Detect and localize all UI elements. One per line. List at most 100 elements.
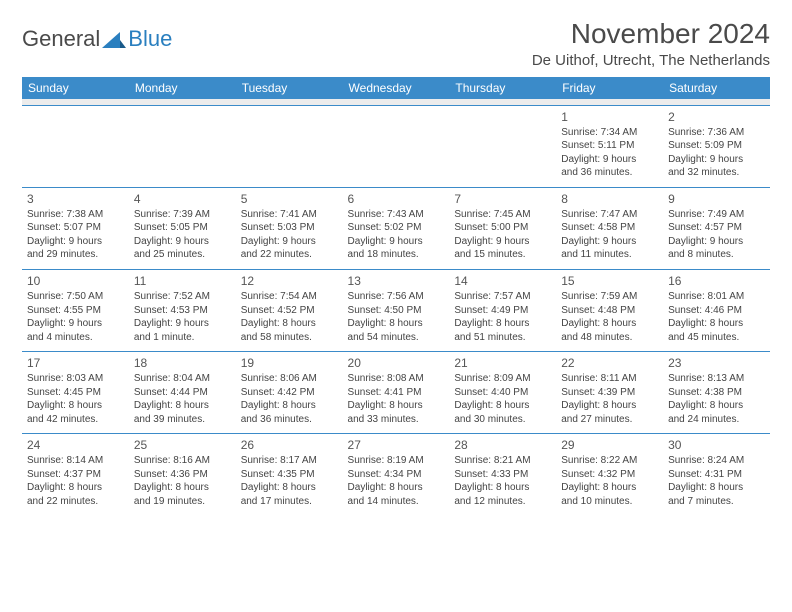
sunset-text: Sunset: 4:49 PM xyxy=(454,304,551,318)
day-cell: 8Sunrise: 7:47 AMSunset: 4:58 PMDaylight… xyxy=(556,187,663,269)
daylight-text: Daylight: 8 hours xyxy=(561,317,658,331)
daylight-text: Daylight: 8 hours xyxy=(27,399,124,413)
day-cell: 29Sunrise: 8:22 AMSunset: 4:32 PMDayligh… xyxy=(556,434,663,516)
day-cell: 10Sunrise: 7:50 AMSunset: 4:55 PMDayligh… xyxy=(22,269,129,351)
daylight-text: and 22 minutes. xyxy=(27,495,124,509)
sunrise-text: Sunrise: 8:06 AM xyxy=(241,372,338,386)
day-number: 20 xyxy=(348,355,445,371)
daylight-text: and 51 minutes. xyxy=(454,331,551,345)
sunset-text: Sunset: 4:42 PM xyxy=(241,386,338,400)
sunrise-text: Sunrise: 8:04 AM xyxy=(134,372,231,386)
day-number: 5 xyxy=(241,191,338,207)
sunset-text: Sunset: 4:33 PM xyxy=(454,468,551,482)
sunrise-text: Sunrise: 8:14 AM xyxy=(27,454,124,468)
day-cell: 12Sunrise: 7:54 AMSunset: 4:52 PMDayligh… xyxy=(236,269,343,351)
day-number: 18 xyxy=(134,355,231,371)
day-header: Wednesday xyxy=(343,77,450,99)
sunset-text: Sunset: 4:50 PM xyxy=(348,304,445,318)
daylight-text: Daylight: 8 hours xyxy=(241,399,338,413)
week-row: 3Sunrise: 7:38 AMSunset: 5:07 PMDaylight… xyxy=(22,187,770,269)
day-header: Thursday xyxy=(449,77,556,99)
day-number: 15 xyxy=(561,273,658,289)
sunset-text: Sunset: 5:03 PM xyxy=(241,221,338,235)
sunset-text: Sunset: 4:32 PM xyxy=(561,468,658,482)
day-number: 30 xyxy=(668,437,765,453)
sunset-text: Sunset: 4:48 PM xyxy=(561,304,658,318)
daylight-text: Daylight: 9 hours xyxy=(668,235,765,249)
week-row: 10Sunrise: 7:50 AMSunset: 4:55 PMDayligh… xyxy=(22,269,770,351)
daylight-text: and 29 minutes. xyxy=(27,248,124,262)
sunrise-text: Sunrise: 8:09 AM xyxy=(454,372,551,386)
daylight-text: and 25 minutes. xyxy=(134,248,231,262)
brand-name-2: Blue xyxy=(128,26,172,52)
daylight-text: and 36 minutes. xyxy=(241,413,338,427)
day-header-row: SundayMondayTuesdayWednesdayThursdayFrid… xyxy=(22,77,770,99)
daylight-text: and 17 minutes. xyxy=(241,495,338,509)
day-number: 2 xyxy=(668,109,765,125)
daylight-text: and 48 minutes. xyxy=(561,331,658,345)
sunrise-text: Sunrise: 7:47 AM xyxy=(561,208,658,222)
sunrise-text: Sunrise: 7:36 AM xyxy=(668,126,765,140)
sunrise-text: Sunrise: 7:59 AM xyxy=(561,290,658,304)
sunset-text: Sunset: 5:00 PM xyxy=(454,221,551,235)
daylight-text: Daylight: 9 hours xyxy=(348,235,445,249)
day-cell: 21Sunrise: 8:09 AMSunset: 4:40 PMDayligh… xyxy=(449,352,556,434)
daylight-text: Daylight: 9 hours xyxy=(561,235,658,249)
sunrise-text: Sunrise: 8:08 AM xyxy=(348,372,445,386)
sunrise-text: Sunrise: 7:52 AM xyxy=(134,290,231,304)
day-cell: 18Sunrise: 8:04 AMSunset: 4:44 PMDayligh… xyxy=(129,352,236,434)
sunrise-text: Sunrise: 8:19 AM xyxy=(348,454,445,468)
sunrise-text: Sunrise: 7:50 AM xyxy=(27,290,124,304)
daylight-text: Daylight: 8 hours xyxy=(134,399,231,413)
sunset-text: Sunset: 5:02 PM xyxy=(348,221,445,235)
daylight-text: and 39 minutes. xyxy=(134,413,231,427)
sunset-text: Sunset: 4:44 PM xyxy=(134,386,231,400)
sunset-text: Sunset: 4:58 PM xyxy=(561,221,658,235)
sunrise-text: Sunrise: 7:45 AM xyxy=(454,208,551,222)
daylight-text: and 58 minutes. xyxy=(241,331,338,345)
empty-cell xyxy=(129,105,236,187)
sunrise-text: Sunrise: 8:03 AM xyxy=(27,372,124,386)
daylight-text: and 10 minutes. xyxy=(561,495,658,509)
daylight-text: Daylight: 8 hours xyxy=(668,399,765,413)
title-block: November 2024 De Uithof, Utrecht, The Ne… xyxy=(532,18,770,69)
daylight-text: and 1 minute. xyxy=(134,331,231,345)
day-number: 10 xyxy=(27,273,124,289)
daylight-text: Daylight: 9 hours xyxy=(27,317,124,331)
daylight-text: and 12 minutes. xyxy=(454,495,551,509)
day-number: 21 xyxy=(454,355,551,371)
sunrise-text: Sunrise: 8:24 AM xyxy=(668,454,765,468)
day-cell: 9Sunrise: 7:49 AMSunset: 4:57 PMDaylight… xyxy=(663,187,770,269)
daylight-text: and 32 minutes. xyxy=(668,166,765,180)
daylight-text: Daylight: 9 hours xyxy=(668,153,765,167)
day-cell: 6Sunrise: 7:43 AMSunset: 5:02 PMDaylight… xyxy=(343,187,450,269)
daylight-text: Daylight: 9 hours xyxy=(561,153,658,167)
sunrise-text: Sunrise: 8:21 AM xyxy=(454,454,551,468)
day-cell: 27Sunrise: 8:19 AMSunset: 4:34 PMDayligh… xyxy=(343,434,450,516)
day-number: 4 xyxy=(134,191,231,207)
day-cell: 3Sunrise: 7:38 AMSunset: 5:07 PMDaylight… xyxy=(22,187,129,269)
sunset-text: Sunset: 4:34 PM xyxy=(348,468,445,482)
empty-cell xyxy=(22,105,129,187)
daylight-text: and 24 minutes. xyxy=(668,413,765,427)
sunrise-text: Sunrise: 7:49 AM xyxy=(668,208,765,222)
sunrise-text: Sunrise: 8:11 AM xyxy=(561,372,658,386)
day-cell: 20Sunrise: 8:08 AMSunset: 4:41 PMDayligh… xyxy=(343,352,450,434)
page-header: General Blue November 2024 De Uithof, Ut… xyxy=(22,18,770,69)
daylight-text: Daylight: 8 hours xyxy=(348,399,445,413)
day-number: 9 xyxy=(668,191,765,207)
sunrise-text: Sunrise: 7:57 AM xyxy=(454,290,551,304)
day-number: 28 xyxy=(454,437,551,453)
daylight-text: and 18 minutes. xyxy=(348,248,445,262)
day-cell: 1Sunrise: 7:34 AMSunset: 5:11 PMDaylight… xyxy=(556,105,663,187)
day-number: 24 xyxy=(27,437,124,453)
day-cell: 30Sunrise: 8:24 AMSunset: 4:31 PMDayligh… xyxy=(663,434,770,516)
brand-triangle-icon xyxy=(102,30,126,48)
sunrise-text: Sunrise: 7:34 AM xyxy=(561,126,658,140)
day-number: 22 xyxy=(561,355,658,371)
day-cell: 26Sunrise: 8:17 AMSunset: 4:35 PMDayligh… xyxy=(236,434,343,516)
calendar-body: 1Sunrise: 7:34 AMSunset: 5:11 PMDaylight… xyxy=(22,99,770,515)
day-number: 16 xyxy=(668,273,765,289)
calendar-table: SundayMondayTuesdayWednesdayThursdayFrid… xyxy=(22,77,770,515)
day-number: 13 xyxy=(348,273,445,289)
